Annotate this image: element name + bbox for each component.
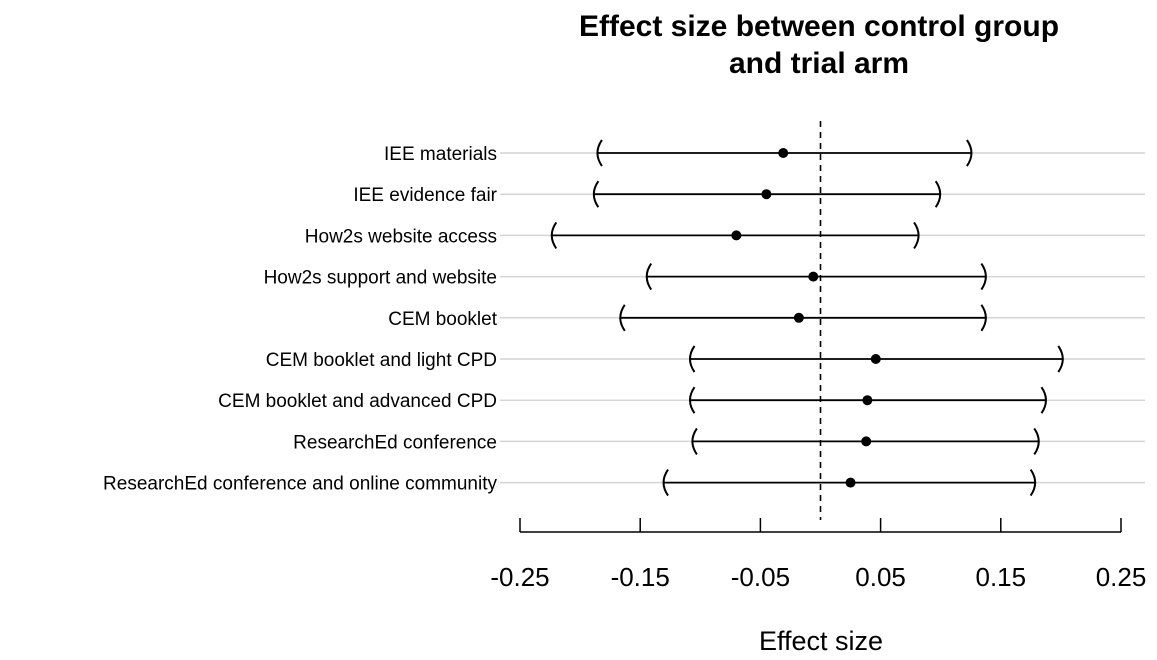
point-estimate: [861, 436, 872, 447]
point-estimate: [870, 354, 881, 364]
point-estimate: [862, 395, 873, 406]
ci-upper-bracket: [966, 139, 973, 167]
ci-upper-bracket: [913, 221, 920, 249]
x-tick-label: -0.25: [490, 562, 549, 592]
category-label: How2s website access: [305, 226, 497, 247]
ci-lower-bracket: [596, 139, 603, 167]
x-axis-title: Effect size: [759, 626, 883, 656]
ci-upper-bracket: [1057, 345, 1064, 373]
ci-lower-bracket: [691, 427, 698, 455]
chart-title-line-1: Effect size between control group: [579, 10, 1059, 43]
x-tick-label: 0.15: [975, 562, 1026, 592]
point-estimate: [793, 312, 804, 323]
x-axis-ticks: -0.25 -0.15 -0.05 0.05 0.15 0.25: [490, 518, 1146, 592]
x-tick-label: 0.25: [1096, 562, 1147, 592]
category-label: CEM booklet: [388, 309, 497, 330]
ci-upper-bracket: [1040, 386, 1047, 414]
ci-upper-bracket: [980, 304, 987, 332]
category-label: How2s support and website: [264, 268, 497, 289]
x-tick-label: -0.05: [731, 562, 790, 592]
ci-lower-bracket: [645, 263, 653, 291]
ci-upper-bracket: [1033, 427, 1040, 455]
ci-lower-bracket: [662, 469, 669, 497]
x-tick-label: -0.15: [611, 562, 670, 592]
category-label: ResearchEd conference: [293, 432, 497, 453]
category-label: CEM booklet and light CPD: [266, 350, 497, 371]
category-label: ResearchEd conference and online communi…: [103, 474, 497, 495]
point-estimate: [778, 148, 789, 158]
ci-upper-bracket: [980, 263, 987, 291]
ci-lower-bracket: [592, 180, 600, 208]
category-label: CEM booklet and advanced CPD: [218, 391, 497, 412]
ci-lower-bracket: [550, 221, 558, 249]
ci-lower-bracket: [688, 345, 696, 373]
category-label: IEE evidence fair: [353, 185, 497, 206]
point-estimate: [731, 230, 742, 241]
point-estimate: [808, 271, 819, 282]
category-label: IEE materials: [384, 144, 497, 165]
x-tick-label: 0.05: [855, 562, 906, 592]
ci-lower-bracket: [688, 386, 696, 414]
chart-title-line-2: and trial arm: [729, 47, 909, 80]
plot-area: IEE materials IEE evidence fair How2s webs…: [103, 121, 1145, 520]
point-estimate: [761, 189, 772, 200]
ci-lower-bracket: [619, 304, 626, 332]
point-estimate: [845, 477, 856, 488]
ci-upper-bracket: [934, 180, 942, 208]
ci-upper-bracket: [1029, 469, 1037, 497]
